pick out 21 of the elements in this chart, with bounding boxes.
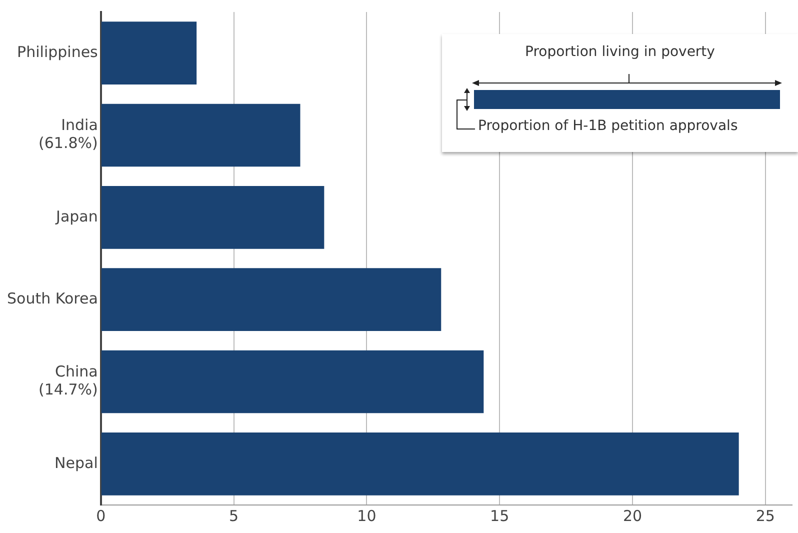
x-tick-label: 20 — [622, 506, 642, 525]
x-tick-label: 25 — [756, 506, 775, 525]
key-card: Proportion living in poverty Proportion of H-1B petition approvals — [442, 34, 798, 152]
bar — [101, 22, 197, 85]
bar — [101, 432, 739, 496]
annotation: Proportion of H-1B petition approvals — [478, 118, 738, 134]
x-tick-label: 0 — [96, 506, 106, 525]
y-tick-label: Japan — [55, 207, 98, 226]
bar — [101, 350, 484, 414]
x-tick-label: 15 — [490, 506, 510, 525]
bar — [101, 104, 300, 167]
x-tick-label: 10 — [357, 506, 376, 525]
y-tick-label: South Korea — [6, 289, 98, 308]
annotation: Proportion living in poverty — [524, 44, 716, 60]
bar — [101, 186, 324, 249]
y-tick-label: Philippines — [17, 42, 98, 61]
x-tick-label: 5 — [229, 506, 239, 525]
y-tick-label: China (14.7%) — [38, 362, 98, 399]
bar — [101, 268, 442, 332]
y-tick-label: India (61.8%) — [38, 116, 98, 152]
y-tick-label: Nepal — [54, 454, 98, 472]
